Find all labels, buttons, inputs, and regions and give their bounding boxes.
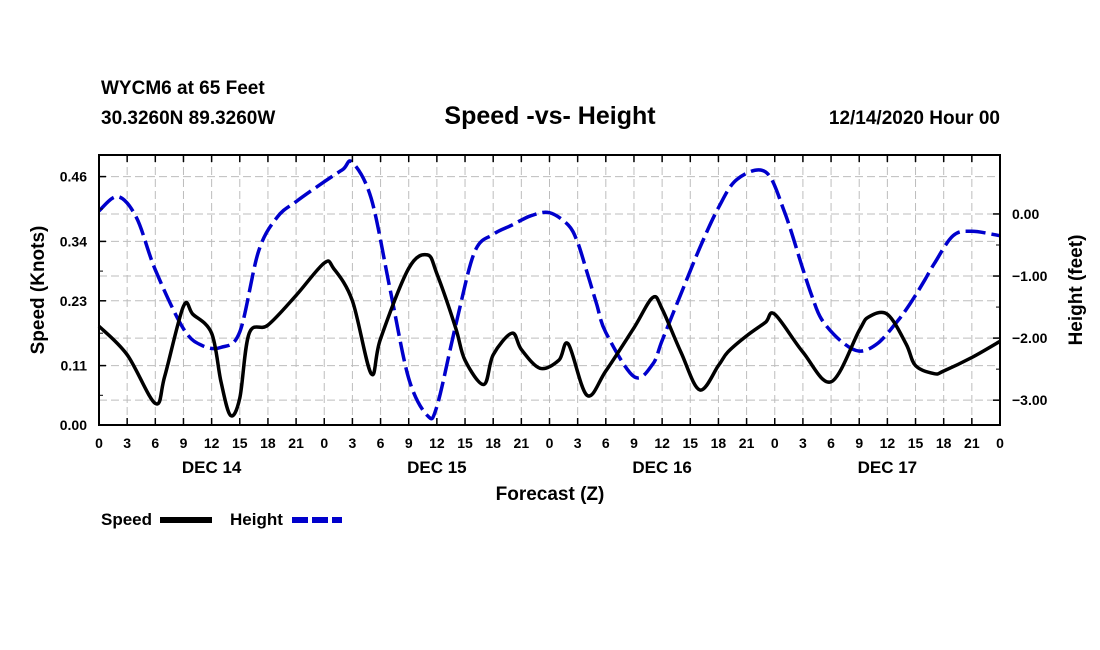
x-tick-label: 0: [320, 435, 328, 451]
x-tick-label: 15: [682, 435, 698, 451]
x-tick-label: 21: [288, 435, 304, 451]
station-label: WYCM6 at 65 Feet: [101, 78, 265, 99]
y2-axis-label: Height (feet): [1066, 235, 1087, 346]
x-tick-label: 6: [377, 435, 385, 451]
y-axis-label: Speed (Knots): [28, 226, 49, 355]
x-tick-label: 18: [711, 435, 727, 451]
x-tick-label: 0: [95, 435, 103, 451]
day-label: DEC 17: [858, 458, 918, 477]
x-tick-label: 6: [827, 435, 835, 451]
x-tick-label: 15: [457, 435, 473, 451]
x-tick-label: 3: [799, 435, 807, 451]
day-label: DEC 16: [632, 458, 692, 477]
grid-lines: [99, 155, 1000, 425]
legend-height-label: Height: [230, 510, 283, 529]
x-tick-label: 9: [180, 435, 188, 451]
x-tick-label: 6: [602, 435, 610, 451]
y2-tick-label: 0.00: [1012, 206, 1039, 222]
x-tick-label: 12: [654, 435, 670, 451]
x-tick-label: 15: [232, 435, 248, 451]
y-tick-label: 0.11: [61, 358, 88, 374]
run-label: 12/14/2020 Hour 00: [829, 108, 1000, 129]
legend-speed-label: Speed: [101, 510, 152, 529]
x-tick-label: 3: [123, 435, 131, 451]
x-tick-label: 3: [574, 435, 582, 451]
location-label: 30.3260N 89.3260W: [101, 108, 275, 129]
x-tick-label: 21: [514, 435, 530, 451]
y-tick-label: 0.23: [60, 293, 87, 309]
height-series-line: [97, 159, 1001, 421]
data-series: [97, 159, 1001, 421]
day-label: DEC 14: [182, 458, 242, 477]
x-tick-label: 18: [936, 435, 952, 451]
day-label: DEC 15: [407, 458, 467, 477]
y2-tick-label: −2.00: [1012, 330, 1048, 346]
x-tick-label: 9: [405, 435, 413, 451]
x-tick-label: 6: [151, 435, 159, 451]
x-tick-label: 18: [485, 435, 501, 451]
chart-title: Speed -vs- Height: [444, 102, 656, 130]
y-tick-label: 0.34: [60, 233, 87, 249]
x-tick-label: 15: [908, 435, 924, 451]
x-tick-label: 18: [260, 435, 276, 451]
x-tick-label: 0: [996, 435, 1004, 451]
x-tick-label: 0: [771, 435, 779, 451]
x-tick-label: 12: [204, 435, 220, 451]
y-tick-label: 0.46: [60, 169, 87, 185]
y-tick-label: 0.00: [60, 417, 87, 433]
x-tick-label: 12: [429, 435, 445, 451]
speed-series-line: [97, 252, 1001, 418]
x-tick-label: 9: [855, 435, 863, 451]
x-tick-label: 3: [349, 435, 357, 451]
y2-tick-label: −1.00: [1012, 268, 1048, 284]
x-tick-label: 12: [880, 435, 896, 451]
x-tick-label: 21: [964, 435, 980, 451]
legend: Speed Height: [101, 510, 342, 529]
x-axis-label: Forecast (Z): [496, 484, 605, 505]
axis-ticks: 0 3 6 9 12 15 18 21 0 3 6 9 12 15 18 21 0 3 6 9 12 15 18 21 0 3 6 9…: [60, 155, 1048, 477]
x-tick-label: 21: [739, 435, 755, 451]
x-tick-label: 9: [630, 435, 638, 451]
x-tick-label: 0: [546, 435, 554, 451]
y2-tick-label: −3.00: [1012, 392, 1048, 408]
